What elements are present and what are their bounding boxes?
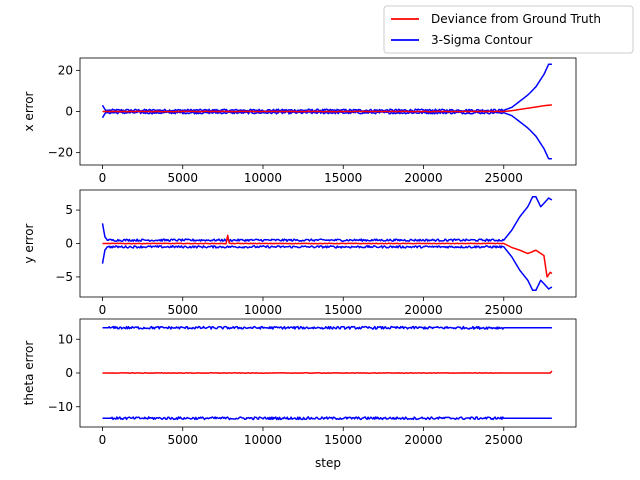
x-error-x-tick-label: 0	[99, 171, 107, 185]
y-error-x-tick-label: 5000	[167, 303, 198, 317]
x-error-y-tick-label: 0	[65, 105, 73, 119]
theta-error-x-tick-label: 0	[99, 433, 107, 447]
theta-error-x-tick-label: 20000	[404, 433, 442, 447]
y-error-deviance-line	[102, 234, 553, 278]
x-error-panel: 0 5000 10000 15000 20000 25000 −20 0 20 x error	[22, 57, 577, 185]
theta-error-x-tick-label: 15000	[324, 433, 362, 447]
y-error-x-tick-label: 25000	[485, 303, 523, 317]
theta-error-sigma-lower-line	[102, 416, 552, 421]
theta-error-x-tick-label: 10000	[244, 433, 282, 447]
x-error-x-tick-label: 25000	[485, 171, 523, 185]
theta-error-x-tick-label: 5000	[167, 433, 198, 447]
y-error-sigma-lower-line	[101, 245, 553, 292]
y-error-x-tick-label: 0	[99, 303, 107, 317]
legend-label-deviance: Deviance from Ground Truth	[431, 12, 601, 26]
y-error-y-tick-label: 0	[65, 237, 73, 251]
theta-error-x-axis-label: step	[315, 456, 341, 470]
y-error-y-axis-label: y error	[22, 223, 36, 263]
y-error-x-tick-label: 10000	[244, 303, 282, 317]
x-error-plot-area	[101, 63, 552, 160]
y-error-x-tick-label: 20000	[404, 303, 442, 317]
y-error-x-tick-label: 15000	[324, 303, 362, 317]
y-error-sigma-upper-line	[101, 195, 553, 242]
y-error-y-tick-label: 5	[65, 203, 73, 217]
y-error-panel: 0 5000 10000 15000 20000 25000 −5 0 5 y error	[22, 189, 577, 317]
x-error-y-tick-label: 20	[58, 63, 73, 77]
legend-label-sigma: 3-Sigma Contour	[431, 33, 532, 47]
theta-error-y-tick-label: 10	[58, 332, 73, 346]
theta-error-sigma-upper-line	[102, 325, 552, 330]
y-error-plot-area	[101, 195, 553, 292]
theta-error-deviance-line	[102, 370, 553, 374]
x-error-deviance-line	[102, 104, 552, 113]
theta-error-y-tick-label: 0	[65, 366, 73, 380]
y-error-y-tick-label: −5	[55, 270, 73, 284]
x-error-x-tick-label: 20000	[404, 171, 442, 185]
legend-frame	[383, 5, 634, 54]
x-error-x-tick-label: 10000	[244, 171, 282, 185]
theta-error-panel: 0 5000 10000 15000 20000 25000 −10 0 10 theta err…	[22, 318, 577, 470]
x-error-x-tick-label: 5000	[167, 171, 198, 185]
x-error-x-tick-label: 15000	[324, 171, 362, 185]
theta-error-plot-area	[102, 325, 553, 421]
x-error-sigma-lower-line	[101, 110, 552, 160]
theta-error-y-tick-label: −10	[48, 400, 73, 414]
x-error-y-tick-label: −20	[48, 146, 73, 160]
theta-error-x-tick-label: 25000	[485, 433, 523, 447]
x-error-sigma-upper-line	[101, 63, 552, 113]
legend: Deviance from Ground Truth 3-Sigma Conto…	[383, 5, 634, 54]
theta-error-y-axis-label: theta error	[22, 341, 36, 406]
x-error-y-axis-label: x error	[22, 91, 36, 131]
